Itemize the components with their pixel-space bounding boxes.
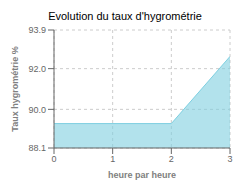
- svg-text:92.0: 92.0: [28, 64, 46, 74]
- svg-text:93.9: 93.9: [28, 25, 46, 35]
- svg-text:0: 0: [51, 154, 56, 164]
- svg-text:heure par heure: heure par heure: [108, 170, 176, 180]
- svg-text:3: 3: [227, 154, 232, 164]
- svg-text:Taux hygrométrie %: Taux hygrométrie %: [10, 46, 20, 131]
- svg-text:2: 2: [169, 154, 174, 164]
- svg-text:90.0: 90.0: [28, 105, 46, 115]
- html-text:Evolution du taux d'hygrométri: Evolution du taux d'hygrométrie: [48, 10, 202, 22]
- svg-text:1: 1: [110, 154, 115, 164]
- svg-text:88.1: 88.1: [28, 143, 46, 153]
